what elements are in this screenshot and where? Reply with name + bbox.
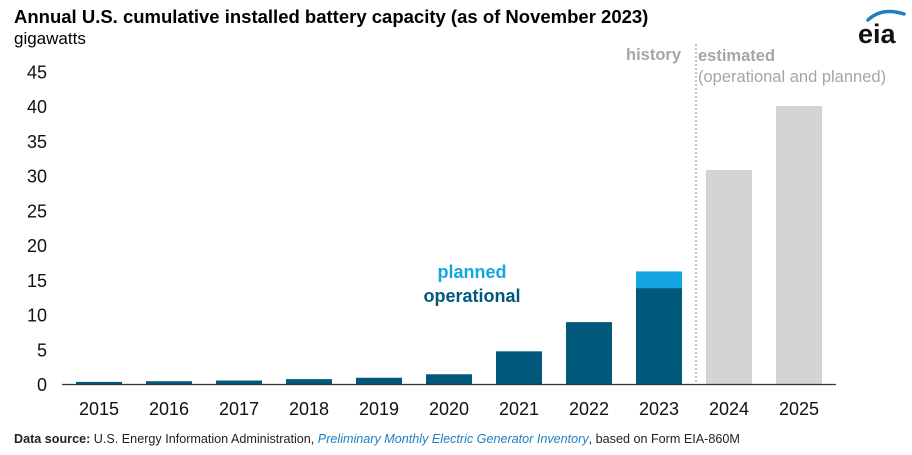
chart-title: Annual U.S. cumulative installed battery… [14, 6, 649, 27]
y-tick-label: 20 [27, 236, 47, 256]
y-tick-label: 30 [27, 167, 47, 187]
y-axis-ticks: 0 5 10 15 20 25 30 35 40 45 [27, 62, 47, 395]
y-tick-label: 0 [37, 375, 47, 395]
bar-operational-2017 [216, 380, 262, 384]
x-tick-label-2015: 2015 [79, 399, 119, 419]
y-tick-label: 5 [37, 340, 47, 360]
x-tick-label-2021: 2021 [499, 399, 539, 419]
bar-operational-2019 [356, 377, 402, 384]
annotation-estimated-sub: (operational and planned) [698, 68, 886, 86]
logo-text: eia [858, 19, 897, 49]
bar-estimated-2025 [776, 106, 822, 384]
bar-operational-2023 [636, 288, 682, 384]
unit-label: gigawatts [14, 29, 86, 48]
x-tick-label-2020: 2020 [429, 399, 469, 419]
x-tick-label-2022: 2022 [569, 399, 609, 419]
bar-operational-2022 [566, 322, 612, 384]
y-tick-label: 45 [27, 62, 47, 82]
legend-operational: operational [423, 286, 520, 306]
x-tick-label-2018: 2018 [289, 399, 329, 419]
source-title: Preliminary Monthly Electric Generator I… [317, 432, 589, 446]
annotation-estimated: estimated [698, 47, 775, 65]
source-label: Data source: [14, 432, 91, 446]
x-tick-label-2023: 2023 [639, 399, 679, 419]
x-axis-ticks: 2015 2016 2017 2018 2019 2020 2021 2022 2023 2024… [79, 399, 819, 419]
x-tick-label-2024: 2024 [709, 399, 749, 419]
bar-operational-2020 [426, 374, 472, 384]
bar-planned-2023 [636, 271, 682, 289]
data-source-note: Data source: U.S. Energy Information Adm… [14, 432, 740, 446]
annotation-history: history [626, 46, 682, 64]
bar-estimated-2024 [706, 169, 752, 384]
source-tail: , based on Form EIA-860M [588, 432, 740, 446]
bar-operational-2016 [146, 381, 192, 384]
bar-operational-2018 [286, 379, 332, 384]
x-tick-label-2017: 2017 [219, 399, 259, 419]
y-tick-label: 10 [27, 306, 47, 326]
y-tick-label: 40 [27, 97, 47, 117]
bar-operational-2015 [76, 381, 122, 384]
x-tick-label-2025: 2025 [779, 399, 819, 419]
logo-arc [866, 9, 906, 22]
x-tick-label-2019: 2019 [359, 399, 399, 419]
eia-logo: eia [858, 9, 906, 49]
bar-operational-2021 [496, 351, 542, 384]
y-tick-label: 15 [27, 271, 47, 291]
bars [76, 106, 822, 384]
y-tick-label: 25 [27, 201, 47, 221]
source-org: U.S. Energy Information Administration, [90, 432, 318, 446]
legend-planned: planned [437, 262, 506, 282]
y-tick-label: 35 [27, 132, 47, 152]
x-tick-label-2016: 2016 [149, 399, 189, 419]
